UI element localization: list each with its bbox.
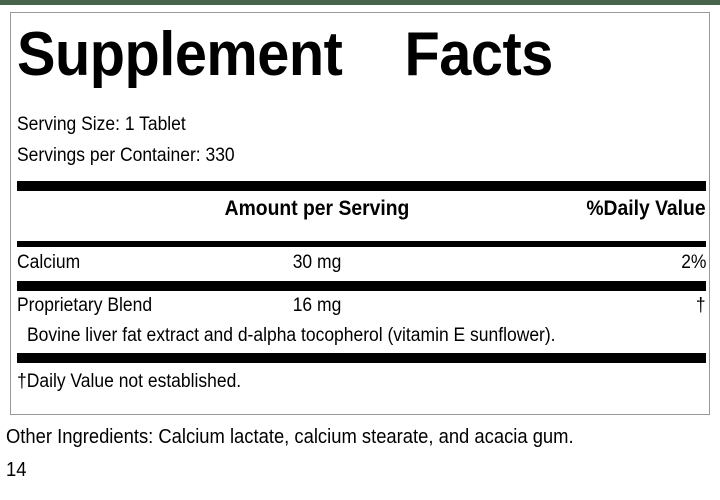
rule-below-calcium (17, 281, 706, 291)
serving-size-text: Serving Size: 1 Tablet (17, 114, 186, 135)
servings-per-container-text: Servings per Container: 330 (17, 145, 235, 166)
rule-below-header (17, 241, 706, 247)
table-header-row: Amount per Serving %Daily Value (17, 197, 706, 221)
nutrient-amount-proprietary-blend: 16 mg (292, 295, 342, 316)
nutrient-amount-calcium: 30 mg (292, 252, 342, 273)
other-ingredients-text: Other Ingredients: Calcium lactate, calc… (6, 426, 574, 448)
page-title: Supplement Facts (17, 20, 553, 89)
nutrient-daily-value-calcium: 2% (680, 252, 706, 273)
column-header-daily-value: %Daily Value (586, 197, 706, 220)
table-row: Proprietary Blend 16 mg † (17, 294, 706, 318)
nutrient-name-calcium: Calcium (17, 252, 81, 273)
rule-above-header (17, 181, 706, 191)
page-number: 14 (6, 459, 27, 481)
daily-value-footnote: †Daily Value not established. (17, 371, 242, 392)
nutrient-name-proprietary-blend: Proprietary Blend (17, 295, 153, 316)
proprietary-blend-ingredients: Bovine liver fat extract and d-alpha toc… (27, 325, 556, 346)
table-row: Calcium 30 mg 2% (17, 251, 706, 275)
nutrient-daily-value-proprietary-blend: † (696, 295, 706, 316)
column-header-amount-per-serving: Amount per Serving (224, 197, 410, 220)
supplement-facts-panel: Supplement Facts Serving Size: 1 Tablet … (10, 12, 710, 415)
rule-above-footnote (17, 353, 706, 363)
top-green-band (0, 0, 720, 5)
